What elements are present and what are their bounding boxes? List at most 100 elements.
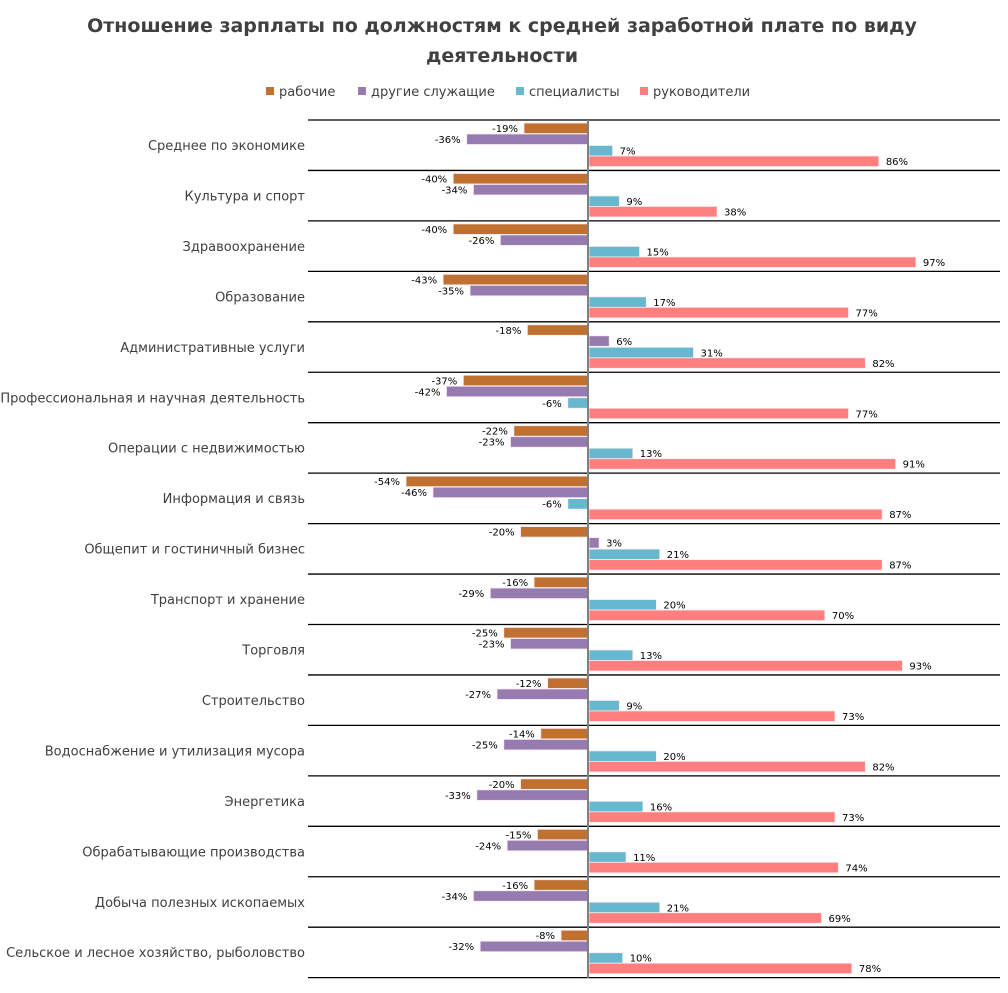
data-label: -24%	[475, 841, 501, 852]
bar-руководители	[588, 508, 883, 521]
bar-руководители	[588, 912, 822, 924]
bar-другие служащие	[476, 789, 589, 801]
bar-рабочие	[533, 576, 589, 588]
bar-рабочие	[560, 929, 589, 942]
data-label: 9%	[626, 701, 642, 712]
bar-специалисты	[567, 397, 589, 409]
legend-label: рабочие	[279, 85, 335, 100]
category-label: Образование	[215, 290, 305, 305]
data-label: -32%	[448, 942, 474, 953]
chart-title-line-2: деятельности	[426, 45, 578, 67]
data-label: 11%	[633, 853, 655, 864]
data-label: 87%	[889, 561, 911, 572]
category-label: Энергетика	[225, 795, 306, 810]
bar-другие служащие	[588, 335, 610, 347]
data-label: 15%	[647, 247, 669, 258]
data-label: -42%	[415, 387, 441, 398]
data-label: -20%	[489, 528, 515, 539]
data-label: -19%	[492, 124, 518, 135]
data-label: 6%	[616, 337, 632, 348]
bar-специалисты	[588, 851, 627, 863]
data-label: -43%	[411, 275, 437, 286]
data-label: 21%	[667, 903, 689, 914]
bar-руководители	[588, 306, 849, 319]
data-label: 3%	[606, 539, 622, 550]
bar-другие служащие	[446, 385, 589, 398]
data-label: -27%	[465, 690, 491, 701]
data-label: -36%	[435, 135, 461, 146]
bar-руководители	[588, 559, 883, 571]
bar-специалисты	[588, 599, 657, 611]
data-label: -54%	[374, 477, 400, 488]
category-label: Культура и спорт	[184, 189, 305, 204]
bar-другие служащие	[469, 284, 589, 297]
data-label: 31%	[700, 348, 722, 359]
data-label: 13%	[640, 449, 662, 460]
data-label: 17%	[653, 298, 675, 309]
bar-руководители	[588, 458, 897, 470]
data-label: -6%	[542, 500, 561, 511]
data-label: -15%	[506, 830, 532, 841]
data-label: -22%	[482, 427, 508, 438]
category-label: Административные услуги	[120, 341, 305, 356]
legend-swatch	[516, 87, 524, 95]
bar-другие служащие	[510, 638, 589, 650]
bar-рабочие	[452, 173, 589, 185]
bar-специалисты	[588, 952, 624, 964]
bar-руководители	[588, 761, 866, 773]
data-label: -40%	[421, 174, 447, 185]
bar-руководители	[588, 861, 839, 874]
category-label: Транспорт и хранение	[150, 593, 305, 608]
data-label: -29%	[458, 589, 484, 600]
bar-специалисты	[588, 901, 661, 914]
legend: рабочие другие служащие специалисты руковод…	[266, 85, 750, 100]
data-label: 91%	[903, 460, 925, 471]
data-label: -20%	[489, 780, 515, 791]
data-label: 77%	[855, 308, 877, 319]
legend-label: другие служащие	[371, 85, 495, 100]
data-label: 82%	[872, 762, 894, 773]
bar-рабочие	[462, 374, 589, 387]
bar-рабочие	[523, 122, 589, 134]
bar-другие служащие	[503, 739, 589, 751]
data-label: -16%	[502, 578, 528, 589]
data-label: 20%	[663, 752, 685, 763]
bar-рабочие	[520, 778, 589, 790]
category-label: Здравоохранение	[183, 240, 305, 255]
bar-специалисты	[588, 245, 640, 258]
data-label: 77%	[855, 409, 877, 420]
data-label: -18%	[495, 326, 521, 337]
category-label: Профессиональная и научная деятельность	[0, 391, 305, 406]
data-label: -35%	[438, 286, 464, 297]
bar-специалисты	[567, 498, 589, 510]
data-label: 82%	[872, 359, 894, 370]
bar-руководители	[588, 256, 917, 268]
bar-рабочие	[442, 273, 589, 286]
bar-специалисты	[588, 195, 620, 207]
bar-специалисты	[588, 447, 634, 460]
bar-другие служащие	[510, 436, 589, 448]
data-label: 13%	[640, 651, 662, 662]
bars	[405, 122, 917, 975]
bar-руководители	[588, 609, 826, 621]
category-label: Общепит и гостиничный бизнес	[84, 543, 305, 558]
data-label: 7%	[620, 147, 636, 158]
bar-другие служащие	[473, 890, 589, 902]
bar-рабочие	[526, 324, 589, 336]
legend-swatch	[358, 87, 366, 95]
data-label: -34%	[442, 185, 468, 196]
bar-рабочие	[452, 223, 589, 235]
data-label: 86%	[886, 157, 908, 168]
data-label: 93%	[909, 662, 931, 673]
data-label: -25%	[472, 629, 498, 640]
chart-title-line-1: Отношение зарплаты по должностям к средн…	[87, 15, 917, 37]
bar-рабочие	[405, 475, 589, 488]
data-label: -25%	[472, 740, 498, 751]
category-label: Строительство	[202, 694, 305, 709]
bar-другие служащие	[432, 486, 589, 499]
row-separators	[308, 119, 1000, 979]
data-label: -14%	[509, 729, 535, 740]
bar-другие служащие	[496, 688, 589, 700]
bar-другие служащие	[489, 587, 589, 599]
bar-другие служащие	[479, 940, 589, 953]
